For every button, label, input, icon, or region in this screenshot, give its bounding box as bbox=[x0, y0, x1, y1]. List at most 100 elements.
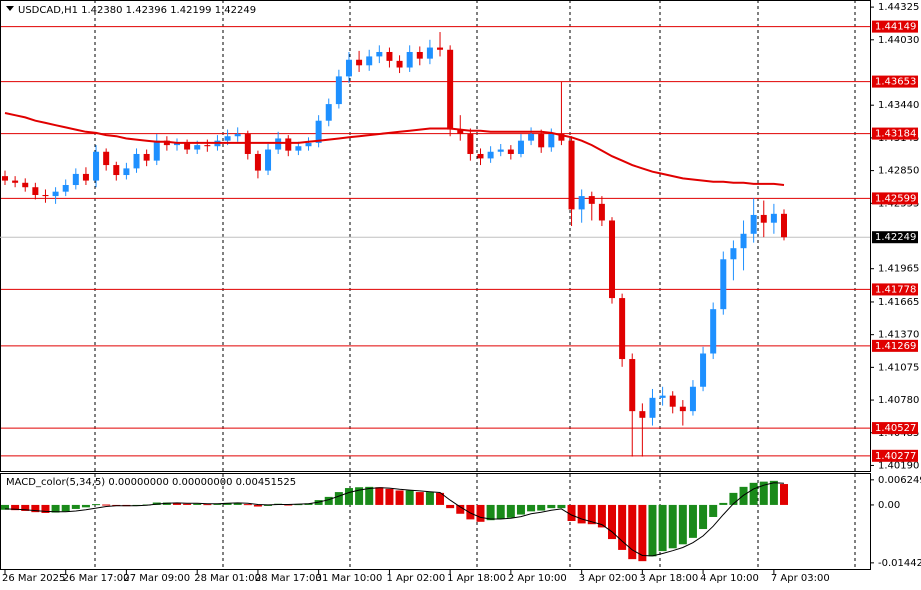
macd-bar bbox=[486, 504, 495, 521]
candle-body bbox=[113, 165, 120, 176]
y-tick-label: 1.41370 bbox=[878, 330, 919, 341]
macd-bar bbox=[769, 480, 778, 505]
macd-bar bbox=[203, 504, 212, 506]
macd-bar bbox=[587, 504, 596, 525]
y-tick-label: 1.44325 bbox=[878, 2, 919, 13]
candle-body bbox=[528, 134, 535, 141]
candle-body bbox=[82, 173, 89, 181]
symbol-header: USDCAD,H1 1.42380 1.42396 1.42199 1.4224… bbox=[18, 5, 256, 16]
macd-bar bbox=[415, 492, 424, 505]
candle-body bbox=[760, 214, 767, 223]
x-tick-label: 28 Mar 17:00 bbox=[255, 573, 322, 584]
x-tick-label: 4 Apr 10:00 bbox=[700, 573, 759, 584]
y-tick-label: 1.41075 bbox=[878, 362, 919, 373]
level-label: 1.40277 bbox=[875, 451, 916, 462]
macd-bar bbox=[628, 504, 637, 560]
macd-bar bbox=[709, 504, 718, 517]
candle-body bbox=[649, 397, 656, 418]
candle-body bbox=[22, 182, 29, 188]
macd-bar bbox=[446, 504, 455, 509]
macd-bar bbox=[253, 504, 262, 507]
candle-body bbox=[295, 146, 302, 151]
macd-bar bbox=[496, 504, 505, 519]
y-tick-label: 1.41665 bbox=[878, 297, 919, 308]
candle-body bbox=[689, 386, 696, 412]
symbol-menu-icon[interactable] bbox=[6, 6, 14, 11]
level-label-box bbox=[872, 20, 918, 33]
candle-body bbox=[507, 149, 514, 154]
level-label: 1.42599 bbox=[875, 193, 916, 204]
y-tick-label: 0.0062497 bbox=[878, 475, 921, 486]
macd-bar bbox=[223, 502, 232, 505]
candle-body bbox=[447, 49, 454, 130]
candle-body bbox=[12, 180, 19, 183]
candle-body bbox=[103, 151, 110, 166]
candle-body bbox=[62, 185, 69, 192]
macd-bar bbox=[385, 488, 394, 505]
current-price-box bbox=[872, 231, 918, 244]
candle-body bbox=[315, 120, 322, 143]
candle-body bbox=[659, 395, 666, 398]
candle-body bbox=[32, 187, 39, 195]
level-label: 1.44149 bbox=[875, 22, 916, 33]
current-price-label: 1.42249 bbox=[875, 232, 916, 243]
macd-bar bbox=[557, 504, 566, 509]
level-label: 1.43184 bbox=[875, 129, 916, 140]
candle-body bbox=[619, 298, 626, 360]
macd-bar bbox=[608, 504, 617, 540]
macd-header: MACD_color(5,34,5) 0.00000000 0.00000000… bbox=[6, 477, 296, 488]
y-tick-label: -0.0144218 bbox=[878, 558, 921, 569]
x-tick-label: 28 Mar 01:00 bbox=[194, 573, 261, 584]
candle-body bbox=[244, 134, 251, 154]
macd-bar bbox=[102, 504, 111, 506]
candle-body bbox=[538, 134, 545, 148]
macd-panel-border bbox=[0, 473, 871, 570]
candle-body bbox=[224, 136, 231, 141]
main-panel-border bbox=[0, 0, 871, 472]
candle-body bbox=[578, 196, 585, 210]
candle-body bbox=[740, 233, 747, 249]
macd-bar bbox=[405, 490, 414, 505]
candle-body bbox=[568, 140, 575, 210]
macd-bar bbox=[668, 504, 677, 549]
x-tick-label: 1 Apr 18:00 bbox=[447, 573, 506, 584]
macd-bar bbox=[618, 504, 627, 550]
macd-bar bbox=[567, 504, 576, 521]
macd-bar bbox=[264, 504, 273, 506]
candle-body bbox=[325, 104, 332, 121]
candle-body bbox=[335, 76, 342, 105]
macd-bar bbox=[699, 504, 708, 530]
candle-body bbox=[305, 142, 312, 147]
y-tick-label: 1.44030 bbox=[878, 35, 919, 46]
macd-bar bbox=[375, 487, 384, 505]
candle-body bbox=[588, 196, 595, 204]
macd-bar bbox=[365, 486, 374, 505]
y-tick-label: 1.43440 bbox=[878, 100, 919, 111]
candle-body bbox=[184, 142, 191, 150]
candle-body bbox=[52, 191, 59, 197]
macd-bar bbox=[638, 504, 647, 562]
candle-body bbox=[194, 145, 201, 150]
macd-bar bbox=[547, 504, 556, 509]
macd-bar bbox=[92, 504, 101, 506]
candle-body bbox=[781, 213, 787, 238]
macd-bar bbox=[425, 492, 434, 505]
macd-bar bbox=[233, 502, 242, 505]
macd-bar bbox=[466, 504, 475, 520]
level-label-box bbox=[872, 449, 918, 462]
level-label: 1.41778 bbox=[875, 284, 916, 295]
macd-bar bbox=[243, 504, 252, 506]
macd-bar bbox=[193, 503, 202, 505]
macd-bar bbox=[648, 504, 657, 557]
y-tick-label: 1.42850 bbox=[878, 166, 919, 177]
candle-body bbox=[93, 151, 100, 181]
candle-body bbox=[72, 173, 79, 186]
x-tick-label: 26 Mar 17:00 bbox=[63, 573, 130, 584]
macd-bar bbox=[759, 481, 768, 505]
candle-body bbox=[2, 176, 8, 181]
candle-body bbox=[234, 134, 241, 137]
macd-bar bbox=[678, 504, 687, 545]
candle-body bbox=[700, 353, 707, 387]
candle-body bbox=[457, 129, 464, 135]
macd-bar bbox=[456, 504, 465, 514]
